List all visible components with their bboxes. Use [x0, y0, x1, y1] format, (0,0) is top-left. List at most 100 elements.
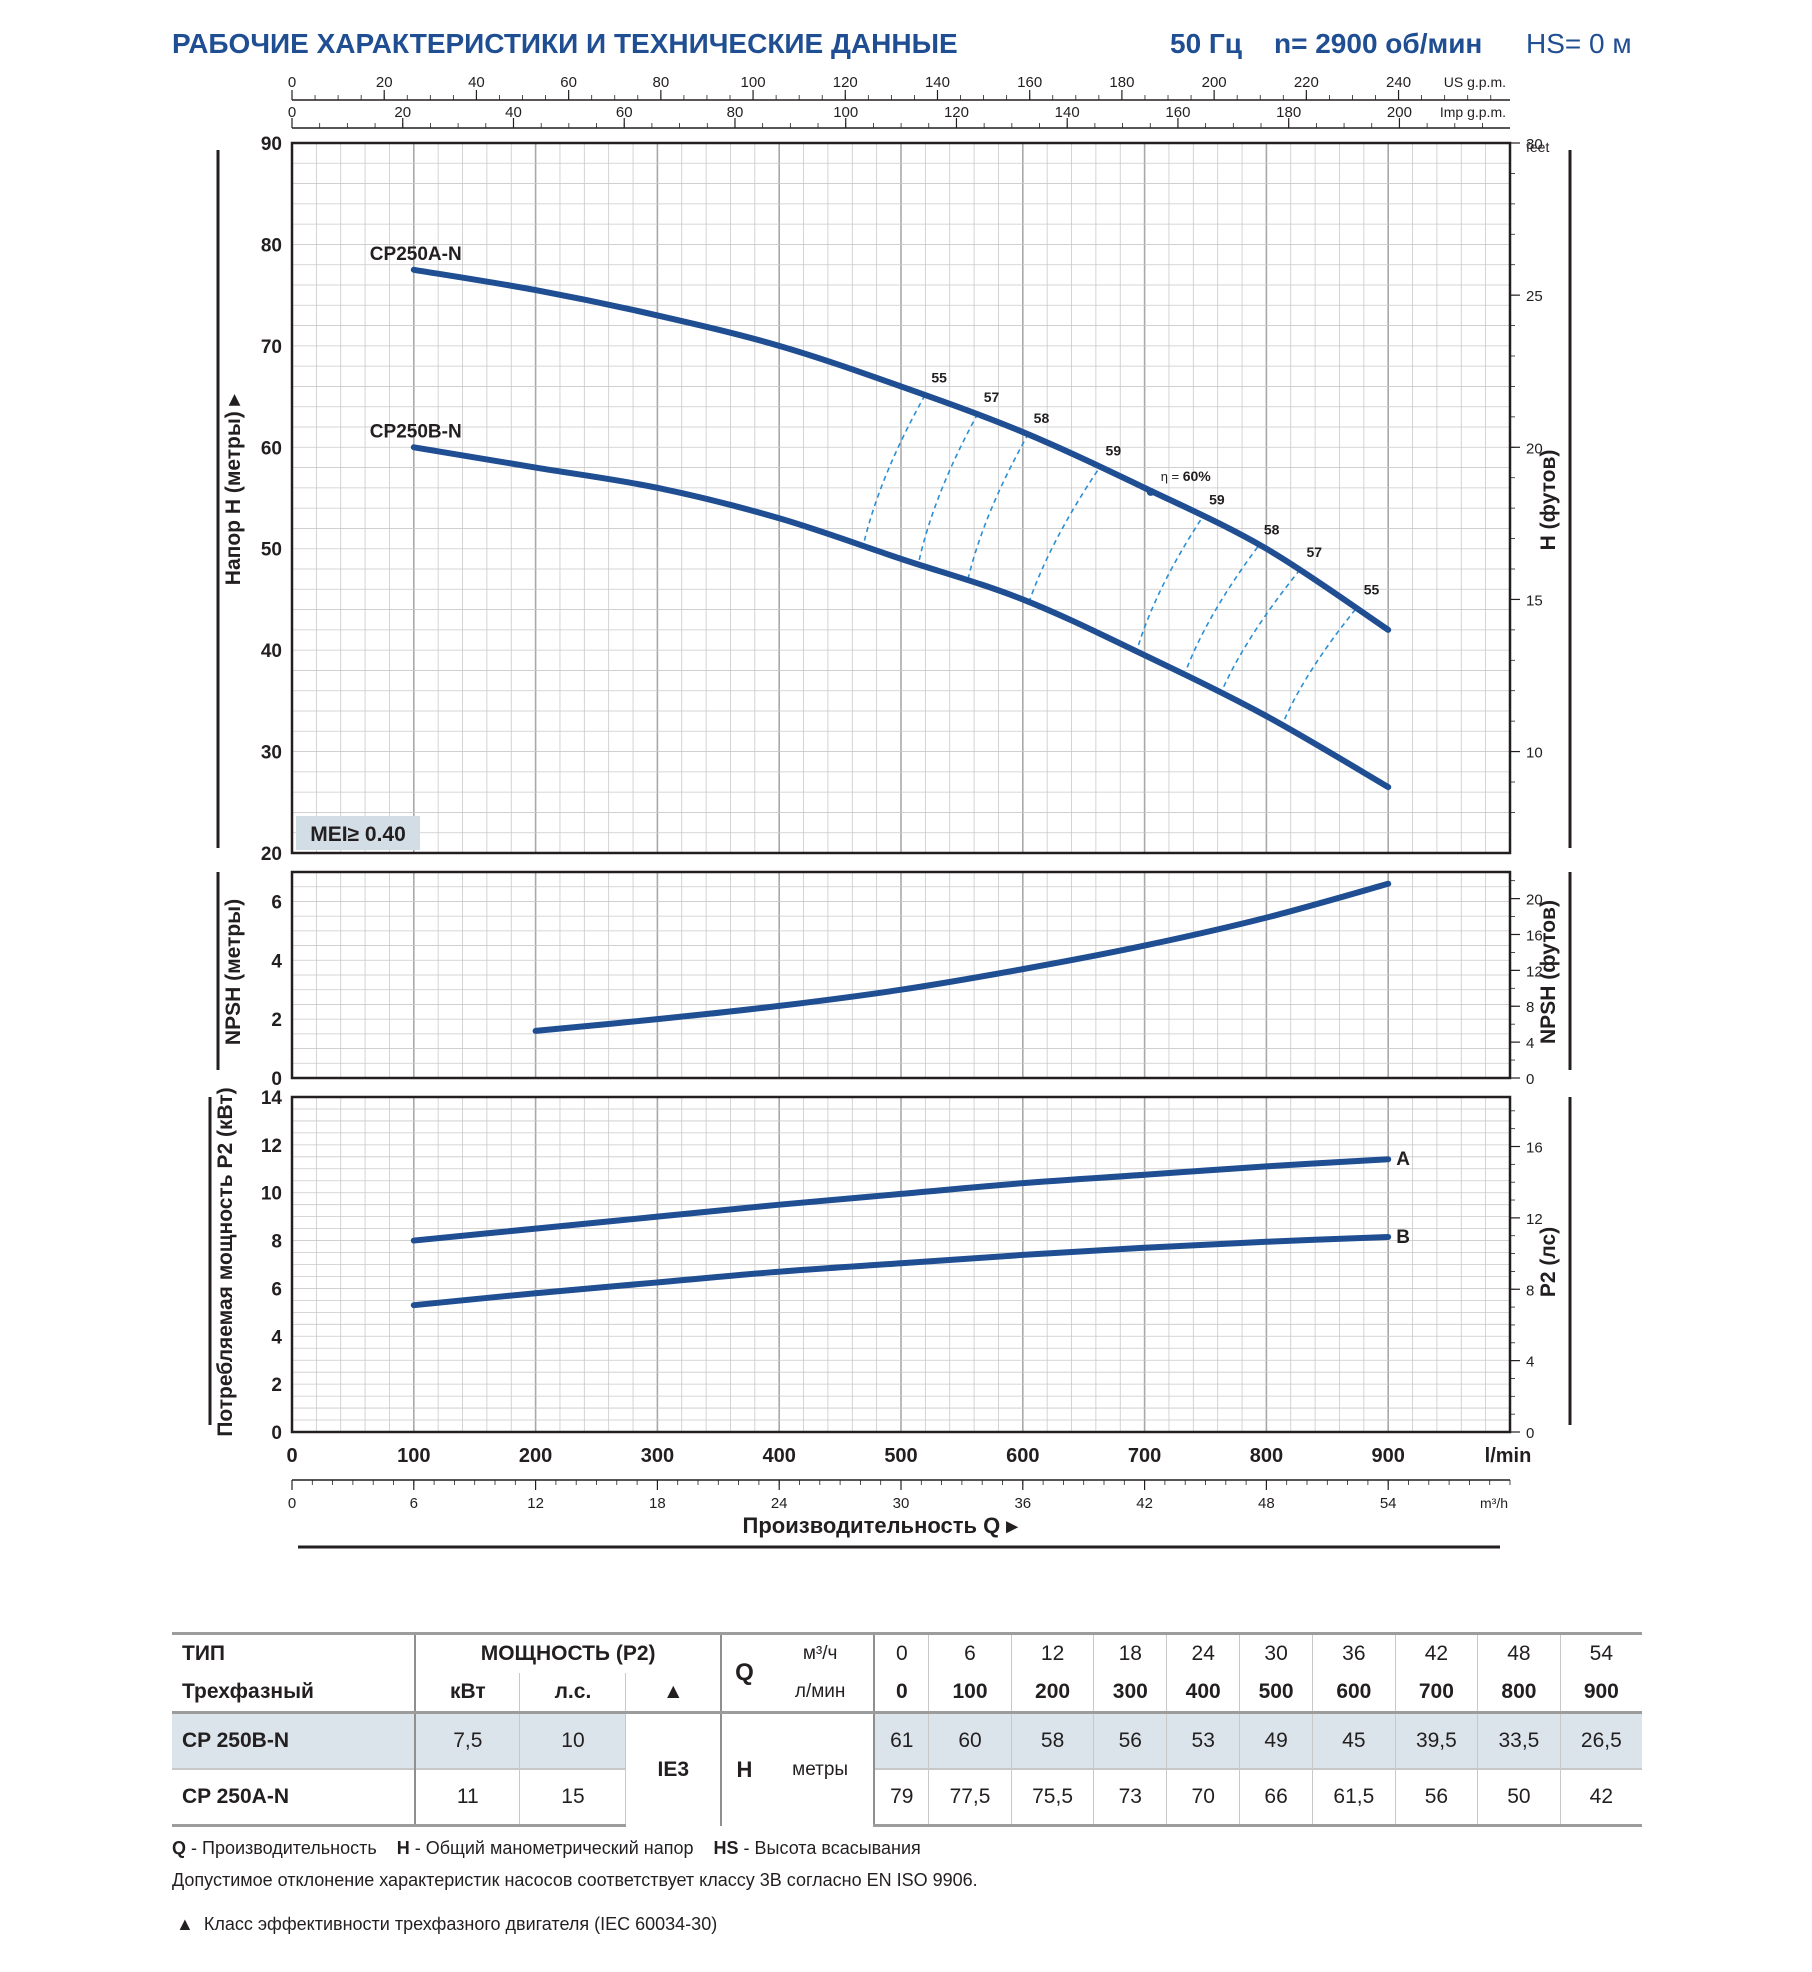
efficiency-label: 57: [1307, 544, 1323, 560]
us-gpm-tick-label: 20: [376, 74, 393, 91]
x-tick-label: 900: [1372, 1445, 1405, 1467]
mei-badge-bg: [296, 816, 420, 850]
q-m3-cell: 36: [1312, 1632, 1396, 1673]
head-chart-frame: [290, 141, 1512, 855]
power-y-tick-label: 6: [271, 1279, 282, 1300]
ie-note: ▲ Класс эффективности трехфазного двигат…: [176, 1914, 717, 1935]
power-y-tick-label: 10: [261, 1184, 282, 1205]
efficiency-line: [918, 413, 979, 561]
q-lmin-cell: 600: [1312, 1673, 1396, 1713]
type-header: ТИП: [172, 1632, 417, 1673]
suction-label: HS= 0 м: [1526, 28, 1632, 59]
head-y-tick-label: 90: [261, 134, 282, 155]
hp-cell: 10: [519, 1711, 627, 1769]
m3h-tick-label: 54: [1380, 1495, 1397, 1512]
head-cell: 61: [874, 1711, 930, 1769]
head-cell: 45: [1312, 1711, 1396, 1769]
head-y-axis-label: Напор H (метры) ▸: [222, 393, 245, 585]
efficiency-line: [1186, 546, 1259, 668]
q-m3-cell: 48: [1477, 1632, 1561, 1673]
x-unit: l/min: [1485, 1445, 1532, 1467]
feet-tick-label: 25: [1526, 288, 1543, 305]
head-y-tick-label: 40: [261, 641, 282, 662]
m3h-tick-label: 48: [1258, 1495, 1275, 1512]
hp-cell: 15: [519, 1768, 627, 1827]
power-y-tick-label: 0: [271, 1423, 282, 1444]
x-tick-label: 0: [286, 1445, 297, 1467]
npsh-y-tick-label: 0: [271, 1069, 282, 1090]
best-efficiency-point: [1146, 487, 1155, 496]
q-m3-cell: 42: [1395, 1632, 1479, 1673]
imp-gpm-unit: Imp g.p.m.: [1440, 104, 1506, 120]
best-efficiency-value: 60%: [1183, 468, 1212, 484]
feet-tick-label: 15: [1526, 592, 1543, 609]
q-lmin-cell: 300: [1093, 1673, 1168, 1713]
feet-tick-label: 20: [1526, 440, 1543, 457]
x-tick-label: 200: [519, 1445, 552, 1467]
head-y-right-label: H (футов): [1537, 450, 1560, 551]
x-tick-label: 600: [1006, 1445, 1039, 1467]
efficiency-label: 59: [1106, 443, 1122, 459]
q-header: Q: [721, 1632, 767, 1713]
imp-gpm-tick-label: 40: [505, 104, 522, 121]
q-m3-cell: 54: [1560, 1632, 1642, 1673]
q-unit-lmin: л/мин: [766, 1673, 876, 1713]
us-gpm-tick-label: 80: [653, 74, 670, 91]
x-tick-label: 700: [1128, 1445, 1161, 1467]
npsh-chart-frame: [290, 870, 1512, 1080]
head-cell: 33,5: [1477, 1711, 1561, 1769]
hp-header: л.с.: [519, 1673, 627, 1713]
power-hp-tick-label: 16: [1526, 1140, 1543, 1157]
model-cell: CP 250A-N: [172, 1768, 417, 1827]
us-gpm-unit: US g.p.m.: [1444, 74, 1506, 90]
model-cell: CP 250B-N: [172, 1711, 417, 1769]
us-gpm-tick-label: 140: [925, 74, 950, 91]
m3h-tick-label: 0: [288, 1495, 296, 1512]
power-y-tick-label: 2: [271, 1375, 282, 1396]
mei-badge: MEI≥ 0.40: [296, 816, 420, 850]
us-gpm-tick-label: 160: [1017, 74, 1042, 91]
m3h-tick-label: 18: [649, 1495, 666, 1512]
power-header: МОЩНОСТЬ (P2): [415, 1632, 723, 1673]
q-m3-cell: 0: [874, 1632, 930, 1673]
m3h-tick-label: 42: [1136, 1495, 1153, 1512]
m3h-tick-label: 30: [893, 1495, 910, 1512]
imp-gpm-tick-label: 200: [1387, 104, 1412, 121]
head-cell: 56: [1093, 1711, 1168, 1769]
power-hp-tick-label: 8: [1526, 1282, 1534, 1299]
head-cell: 42: [1560, 1768, 1642, 1827]
head-cell: 26,5: [1560, 1711, 1642, 1769]
h-unit: метры: [766, 1711, 876, 1826]
q-m3-cell: 18: [1093, 1632, 1168, 1673]
power-y-right-label: P2 (лс): [1537, 1227, 1560, 1297]
imp-gpm-tick-label: 20: [394, 104, 411, 121]
head-y-tick-label: 80: [261, 235, 282, 256]
best-efficiency-label: η = 60%: [1161, 468, 1212, 484]
npsh-curve: [532, 880, 1392, 1034]
npsh-feet-tick-label: 8: [1526, 999, 1534, 1016]
ie-class-cell: IE3: [625, 1711, 723, 1826]
npsh-y-axis-label: NPSH (метры): [222, 899, 245, 1045]
head-cell: 61,5: [1312, 1768, 1396, 1827]
performance-charts: 0 20 40 60 80 100 120 140 160 180 200 220 240 US g.p.…: [208, 74, 1572, 1549]
q-unit-m3: м³/ч: [766, 1632, 876, 1673]
m3h-tick-label: 36: [1014, 1495, 1031, 1512]
power-curve-b: [410, 1233, 1392, 1309]
q-key-text: - Производительность: [186, 1838, 377, 1858]
legend-note: Q - Производительность H - Общий маномет…: [172, 1838, 921, 1859]
us-gpm-tick-label: 220: [1294, 74, 1319, 91]
head-curve-cp250b-n: [410, 444, 1392, 791]
kw-cell: 7,5: [415, 1711, 521, 1769]
ie-note-text: Класс эффективности трехфазного двигател…: [203, 1914, 718, 1934]
power-y-tick-label: 8: [271, 1232, 282, 1253]
imp-gpm-tick-label: 60: [616, 104, 633, 121]
efficiency-label: 58: [1034, 410, 1050, 426]
phase-header: Трехфазный: [172, 1673, 417, 1713]
npsh-feet-tick-label: 4: [1526, 1035, 1534, 1052]
head-y-tick-label: 70: [261, 337, 282, 358]
tolerance-note: Допустимое отклонение характеристик насо…: [172, 1870, 978, 1890]
feet-tick-label: 30: [1526, 136, 1543, 153]
ie-note-marker-icon: ▲: [176, 1914, 194, 1934]
power-y-tick-label: 14: [261, 1088, 283, 1109]
x-tick-label: 300: [641, 1445, 674, 1467]
